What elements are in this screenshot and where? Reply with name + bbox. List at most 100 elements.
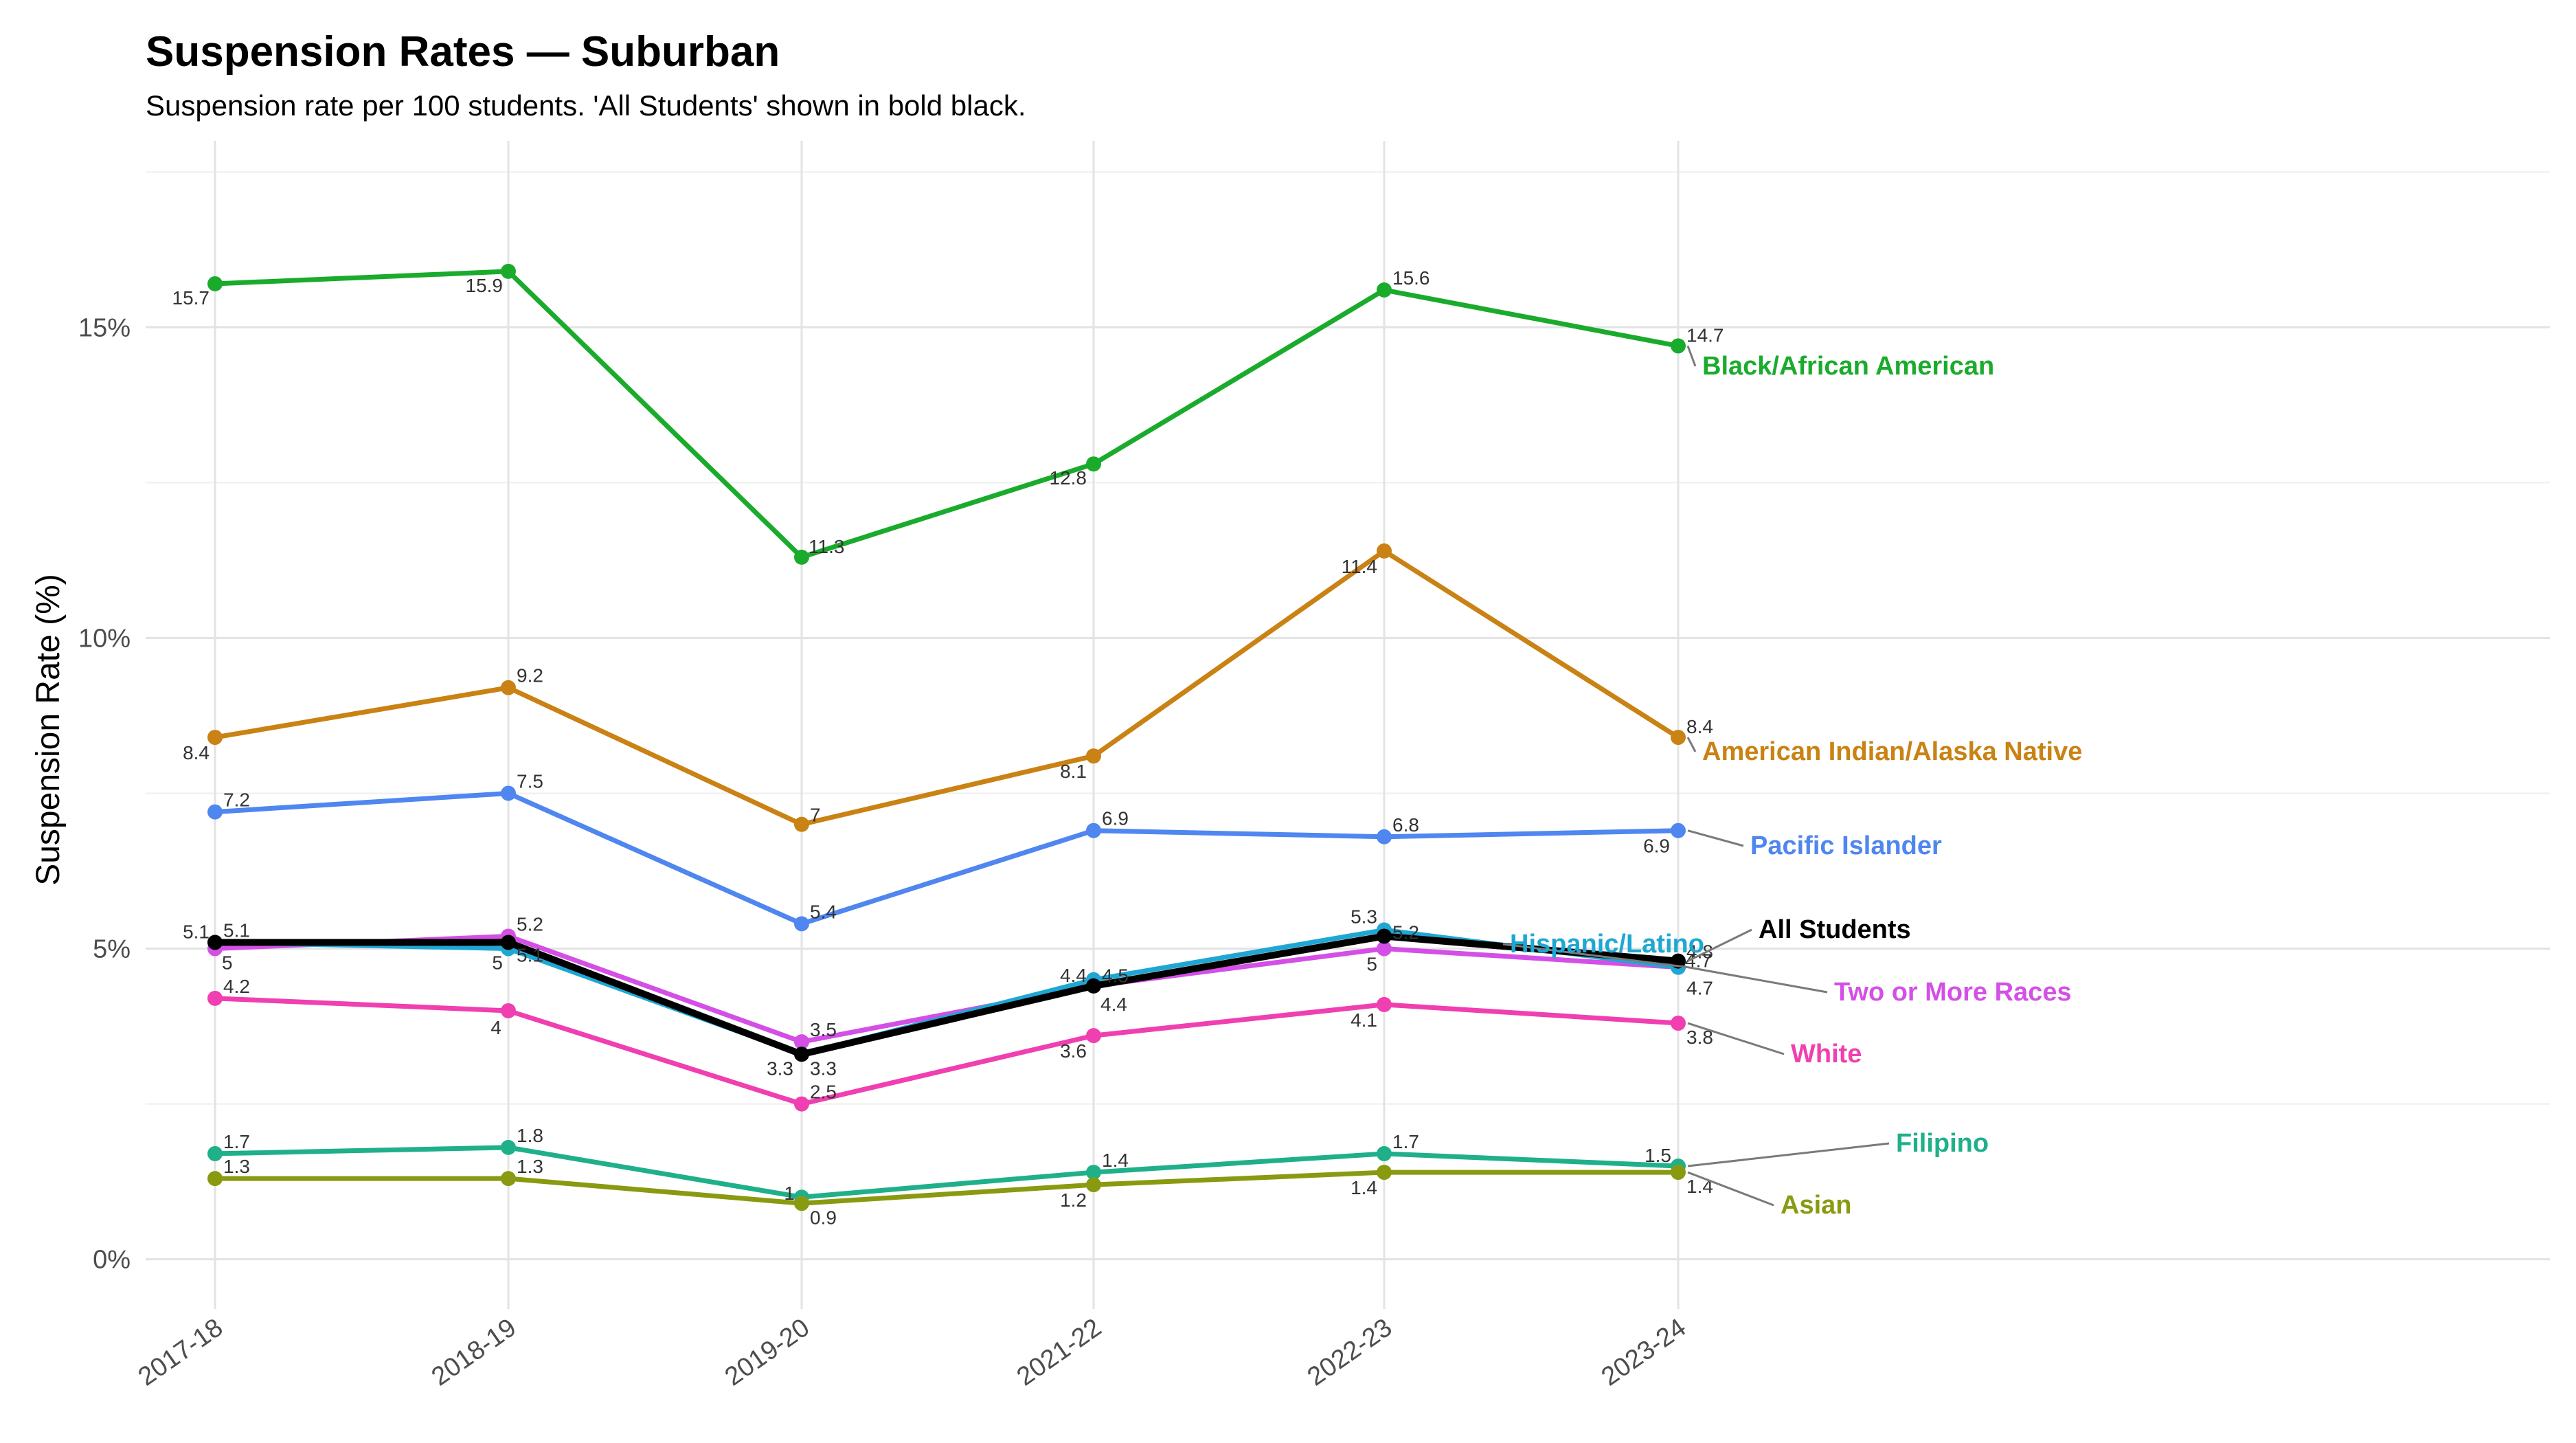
data-point: [501, 785, 516, 801]
data-label: 1.7: [223, 1131, 250, 1152]
series-pacific-islander: [207, 785, 1686, 932]
data-label: 4.2: [223, 976, 250, 997]
data-label: 9.2: [517, 665, 543, 686]
data-label: 6.9: [1643, 836, 1670, 857]
series-asian: [207, 1165, 1686, 1211]
leader-line: [1687, 1142, 1890, 1167]
data-point: [207, 990, 223, 1006]
data-label: 3.6: [1060, 1040, 1087, 1062]
data-label: 1: [784, 1183, 795, 1204]
series-label-all-students: All Students: [1759, 915, 1911, 944]
data-point: [794, 549, 809, 565]
data-label: 4.1: [1351, 1009, 1377, 1031]
data-point: [1086, 456, 1101, 472]
series-line: [212, 1170, 1681, 1206]
data-point: [1377, 1145, 1392, 1161]
data-label: 5.1: [223, 919, 250, 941]
data-label: 5.1: [183, 921, 210, 942]
data-label: 15.9: [466, 275, 504, 296]
leader-line: [1687, 1022, 1785, 1055]
y-axis-title: Suspension Rate (%): [30, 574, 67, 886]
data-point: [1377, 928, 1392, 944]
chart-title: Suspension Rates — Suburban: [146, 28, 780, 76]
data-label: 5.3: [1351, 906, 1377, 927]
data-point: [794, 1034, 809, 1050]
data-label: 1.7: [1392, 1131, 1419, 1152]
data-point: [207, 1145, 223, 1161]
data-label: 1.4: [1351, 1177, 1377, 1198]
data-label: 3.3: [767, 1058, 793, 1079]
data-point: [1671, 1165, 1686, 1181]
data-point: [207, 1171, 223, 1187]
data-point: [501, 1139, 516, 1155]
data-point: [1377, 1165, 1392, 1181]
data-label: 12.8: [1050, 467, 1087, 489]
data-point: [1086, 1165, 1101, 1181]
series-american-indian-alaska-native: [207, 543, 1686, 832]
data-label: 4.5: [1102, 965, 1129, 987]
data-label: 8.4: [1686, 716, 1713, 737]
data-label: 5.4: [810, 901, 837, 922]
data-point: [1377, 996, 1392, 1012]
y-tick-label: 0%: [93, 1246, 131, 1275]
data-point: [1086, 748, 1101, 764]
data-label: 11.4: [1342, 556, 1377, 577]
data-label: 3.3: [810, 1058, 837, 1079]
data-label: 1.5: [1645, 1145, 1671, 1166]
series-label-black-african-american: Black/African American: [1702, 352, 1994, 381]
series-line: [212, 996, 1681, 1107]
data-point: [207, 935, 223, 950]
x-tick-label: 2023-24: [1596, 1313, 1691, 1391]
plot-area: [207, 263, 1686, 1211]
data-label: 1.4: [1686, 1176, 1713, 1197]
data-point: [207, 730, 223, 746]
data-point: [501, 1171, 516, 1187]
leader-line: [1686, 737, 1697, 752]
leader-line: [1502, 943, 1688, 969]
y-axis: 0% 5% 10% 15%: [78, 313, 131, 1274]
x-tick-label: 2021-22: [1012, 1313, 1107, 1391]
x-tick-label: 2017-18: [133, 1313, 228, 1391]
data-label: 15.7: [172, 287, 210, 309]
leader-line: [1687, 928, 1752, 962]
data-point: [794, 916, 809, 932]
data-label: 8.1: [1060, 761, 1087, 782]
series-label-pacific-islander: Pacific Islander: [1750, 831, 1942, 860]
series-label-white: White: [1791, 1040, 1862, 1069]
data-point: [207, 276, 223, 291]
leader-line: [1687, 966, 1828, 994]
data-label: 1.2: [1060, 1189, 1087, 1211]
data-label: 2.5: [810, 1082, 837, 1103]
data-label: 5.2: [517, 913, 543, 935]
data-label: 5.2: [1392, 921, 1419, 943]
data-label: 4.4: [1100, 994, 1127, 1015]
series-label-two-or-more-races: Two or More Races: [1834, 978, 2072, 1007]
y-tick-label: 5%: [93, 935, 131, 964]
data-point: [1086, 823, 1101, 838]
data-label: 14.7: [1686, 324, 1724, 346]
series-line: [212, 548, 1681, 827]
data-point: [1086, 1177, 1101, 1193]
data-point: [501, 1003, 516, 1018]
data-label: 5.1: [517, 944, 543, 965]
y-tick-label: 15%: [78, 313, 131, 342]
data-point: [794, 816, 809, 832]
data-label: 5: [492, 952, 503, 974]
data-point: [501, 263, 516, 279]
series-line: [212, 933, 1681, 1044]
data-point: [1671, 338, 1686, 354]
data-point: [1671, 730, 1686, 746]
data-label: 5: [222, 952, 233, 974]
data-label: 0.9: [810, 1207, 837, 1228]
series-label-filipino: Filipino: [1896, 1129, 1989, 1158]
data-label: 11.3: [809, 536, 844, 557]
data-label: 1.3: [517, 1156, 543, 1177]
data-point: [1086, 978, 1101, 994]
series-line: [212, 1145, 1681, 1200]
data-label: 4.4: [1060, 965, 1087, 986]
series-labels: 15.715.911.312.815.614.78.49.278.111.48.…: [172, 267, 2083, 1228]
x-axis: 2017-18 2018-19 2019-20 2021-22 2022-23 2023-…: [133, 1313, 1691, 1391]
data-point: [1377, 282, 1392, 298]
data-point: [1671, 1016, 1686, 1031]
